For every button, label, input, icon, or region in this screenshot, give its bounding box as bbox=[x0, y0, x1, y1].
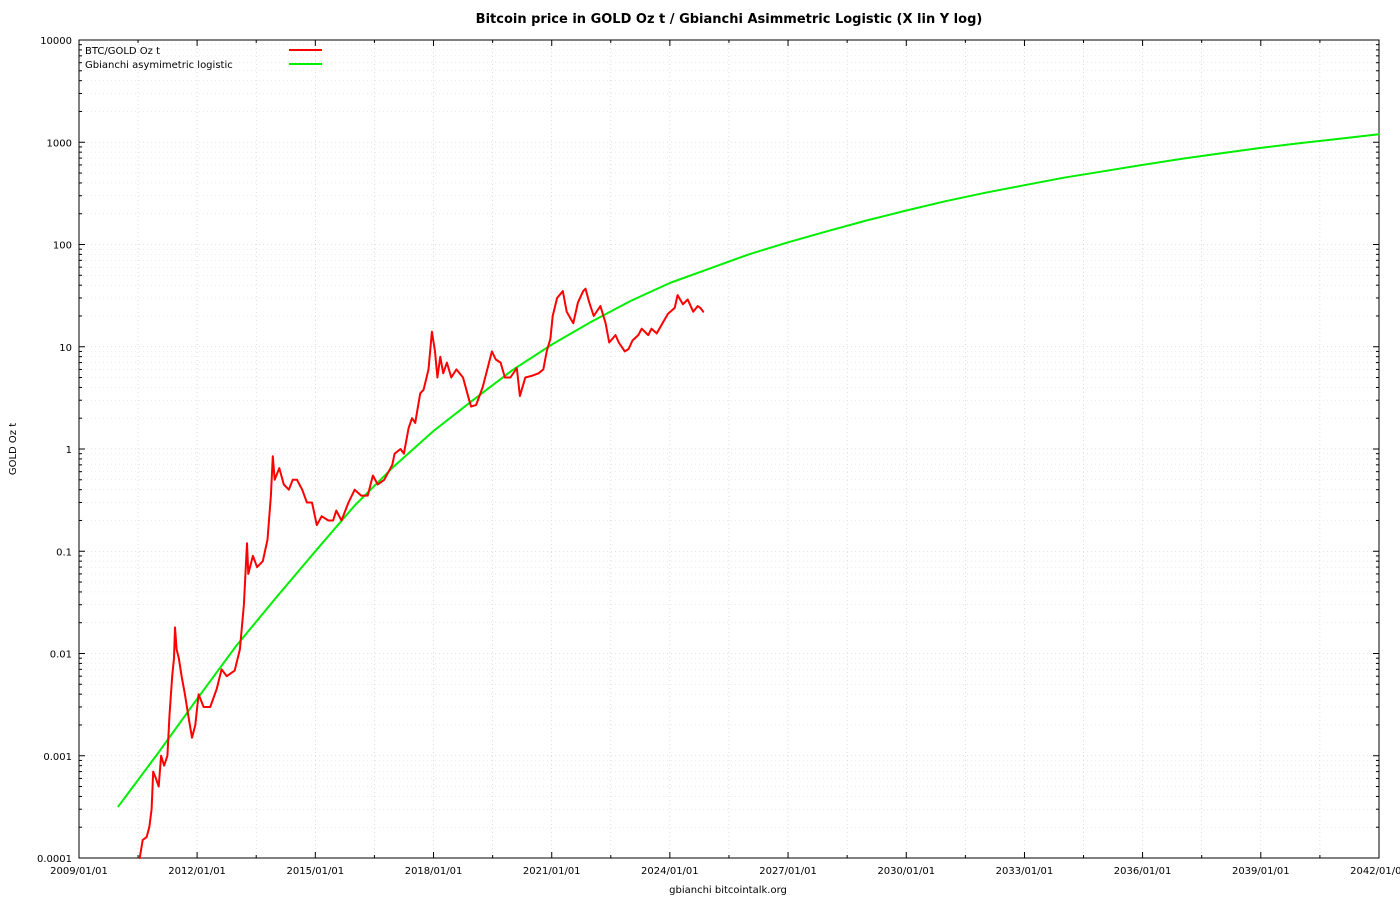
y-axis-label: GOLD Oz t bbox=[8, 423, 19, 475]
series-line-btc-gold bbox=[138, 287, 705, 859]
y-tick-label: 10000 bbox=[40, 36, 72, 47]
x-tick-label: 2027/01/01 bbox=[759, 866, 817, 877]
series-layer bbox=[117, 133, 1380, 859]
x-tick-label: 2042/01/01 bbox=[1350, 866, 1400, 877]
legend-label-btc: BTC/GOLD Oz t bbox=[85, 46, 160, 57]
chart-title: Bitcoin price in GOLD Oz t / Gbianchi As… bbox=[476, 12, 983, 27]
y-tick-label: 0.001 bbox=[43, 752, 72, 763]
y-tick-label: 100 bbox=[53, 241, 72, 252]
x-tick-label: 2033/01/01 bbox=[996, 866, 1054, 877]
y-tick-label: 0.01 bbox=[50, 650, 72, 661]
x-tick-label: 2039/01/01 bbox=[1232, 866, 1290, 877]
x-tick-label: 2015/01/01 bbox=[286, 866, 344, 877]
x-tick-label: 2009/01/01 bbox=[50, 866, 108, 877]
x-tick-label: 2012/01/01 bbox=[168, 866, 226, 877]
axis-ticks: 2009/01/01 2012/01/01 2015/01/01 2018/01/01… bbox=[37, 36, 1400, 877]
legend: BTC/GOLD Oz t Gbianchi asymimetric logis… bbox=[85, 46, 322, 71]
x-tick-label: 2030/01/01 bbox=[877, 866, 935, 877]
y-tick-label: 1000 bbox=[47, 138, 72, 149]
grid bbox=[79, 40, 1379, 858]
y-tick-label: 1 bbox=[66, 445, 72, 456]
x-tick-label: 2021/01/01 bbox=[523, 866, 581, 877]
x-tick-label: 2024/01/01 bbox=[641, 866, 699, 877]
y-tick-label: 0.0001 bbox=[37, 854, 72, 865]
series-line-logistic bbox=[117, 133, 1380, 808]
x-axis-label: gbianchi bitcointalk.org bbox=[669, 885, 787, 896]
y-tick-label: 10 bbox=[59, 343, 72, 354]
x-tick-label: 2036/01/01 bbox=[1114, 866, 1172, 877]
y-tick-label: 0.1 bbox=[56, 547, 72, 558]
legend-label-logistic: Gbianchi asymimetric logistic bbox=[85, 60, 233, 71]
x-tick-label: 2018/01/01 bbox=[405, 866, 463, 877]
